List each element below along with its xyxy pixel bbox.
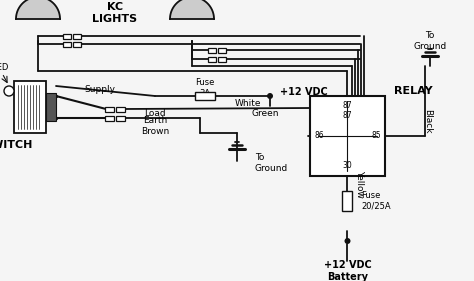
Bar — [208, 47, 216, 53]
Bar — [195, 92, 215, 100]
Text: Yellow: Yellow — [355, 170, 364, 198]
Bar — [343, 191, 353, 211]
Text: RELAY: RELAY — [394, 86, 432, 96]
Circle shape — [345, 238, 350, 244]
Bar — [116, 115, 125, 121]
Polygon shape — [16, 0, 60, 19]
Text: To
Ground: To Ground — [413, 31, 447, 51]
Text: 86: 86 — [314, 132, 324, 140]
Text: White: White — [235, 99, 261, 108]
Text: +12 VDC: +12 VDC — [280, 87, 328, 97]
Bar — [116, 106, 125, 112]
Bar — [208, 56, 216, 62]
Polygon shape — [170, 0, 214, 19]
Text: 87: 87 — [343, 101, 352, 110]
Bar — [218, 47, 226, 53]
Bar — [63, 42, 71, 46]
Text: To
Ground: To Ground — [255, 153, 288, 173]
Text: Fuse
20/25A: Fuse 20/25A — [362, 191, 391, 211]
Bar — [73, 33, 81, 38]
Circle shape — [4, 86, 14, 96]
Text: Earth
Brown: Earth Brown — [141, 116, 169, 136]
Text: 85: 85 — [371, 132, 381, 140]
Text: SWITCH: SWITCH — [0, 140, 33, 150]
Bar — [46, 93, 56, 121]
Text: Load: Load — [144, 110, 166, 119]
Text: Green: Green — [251, 110, 279, 119]
Bar — [63, 33, 71, 38]
Circle shape — [267, 93, 273, 99]
Text: LED: LED — [0, 62, 8, 71]
Text: Supply: Supply — [84, 85, 116, 94]
Bar — [218, 56, 226, 62]
Bar — [105, 106, 114, 112]
Text: +12 VDC
Battery: +12 VDC Battery — [324, 260, 371, 281]
Text: Black: Black — [423, 109, 432, 133]
Text: 30: 30 — [343, 162, 352, 171]
Bar — [14, 81, 46, 133]
Text: Fuse
3A: Fuse 3A — [195, 78, 215, 98]
Bar — [73, 42, 81, 46]
Text: 87: 87 — [343, 112, 352, 121]
Text: KC
LIGHTS: KC LIGHTS — [92, 2, 137, 24]
Bar — [105, 115, 114, 121]
Bar — [310, 96, 385, 176]
